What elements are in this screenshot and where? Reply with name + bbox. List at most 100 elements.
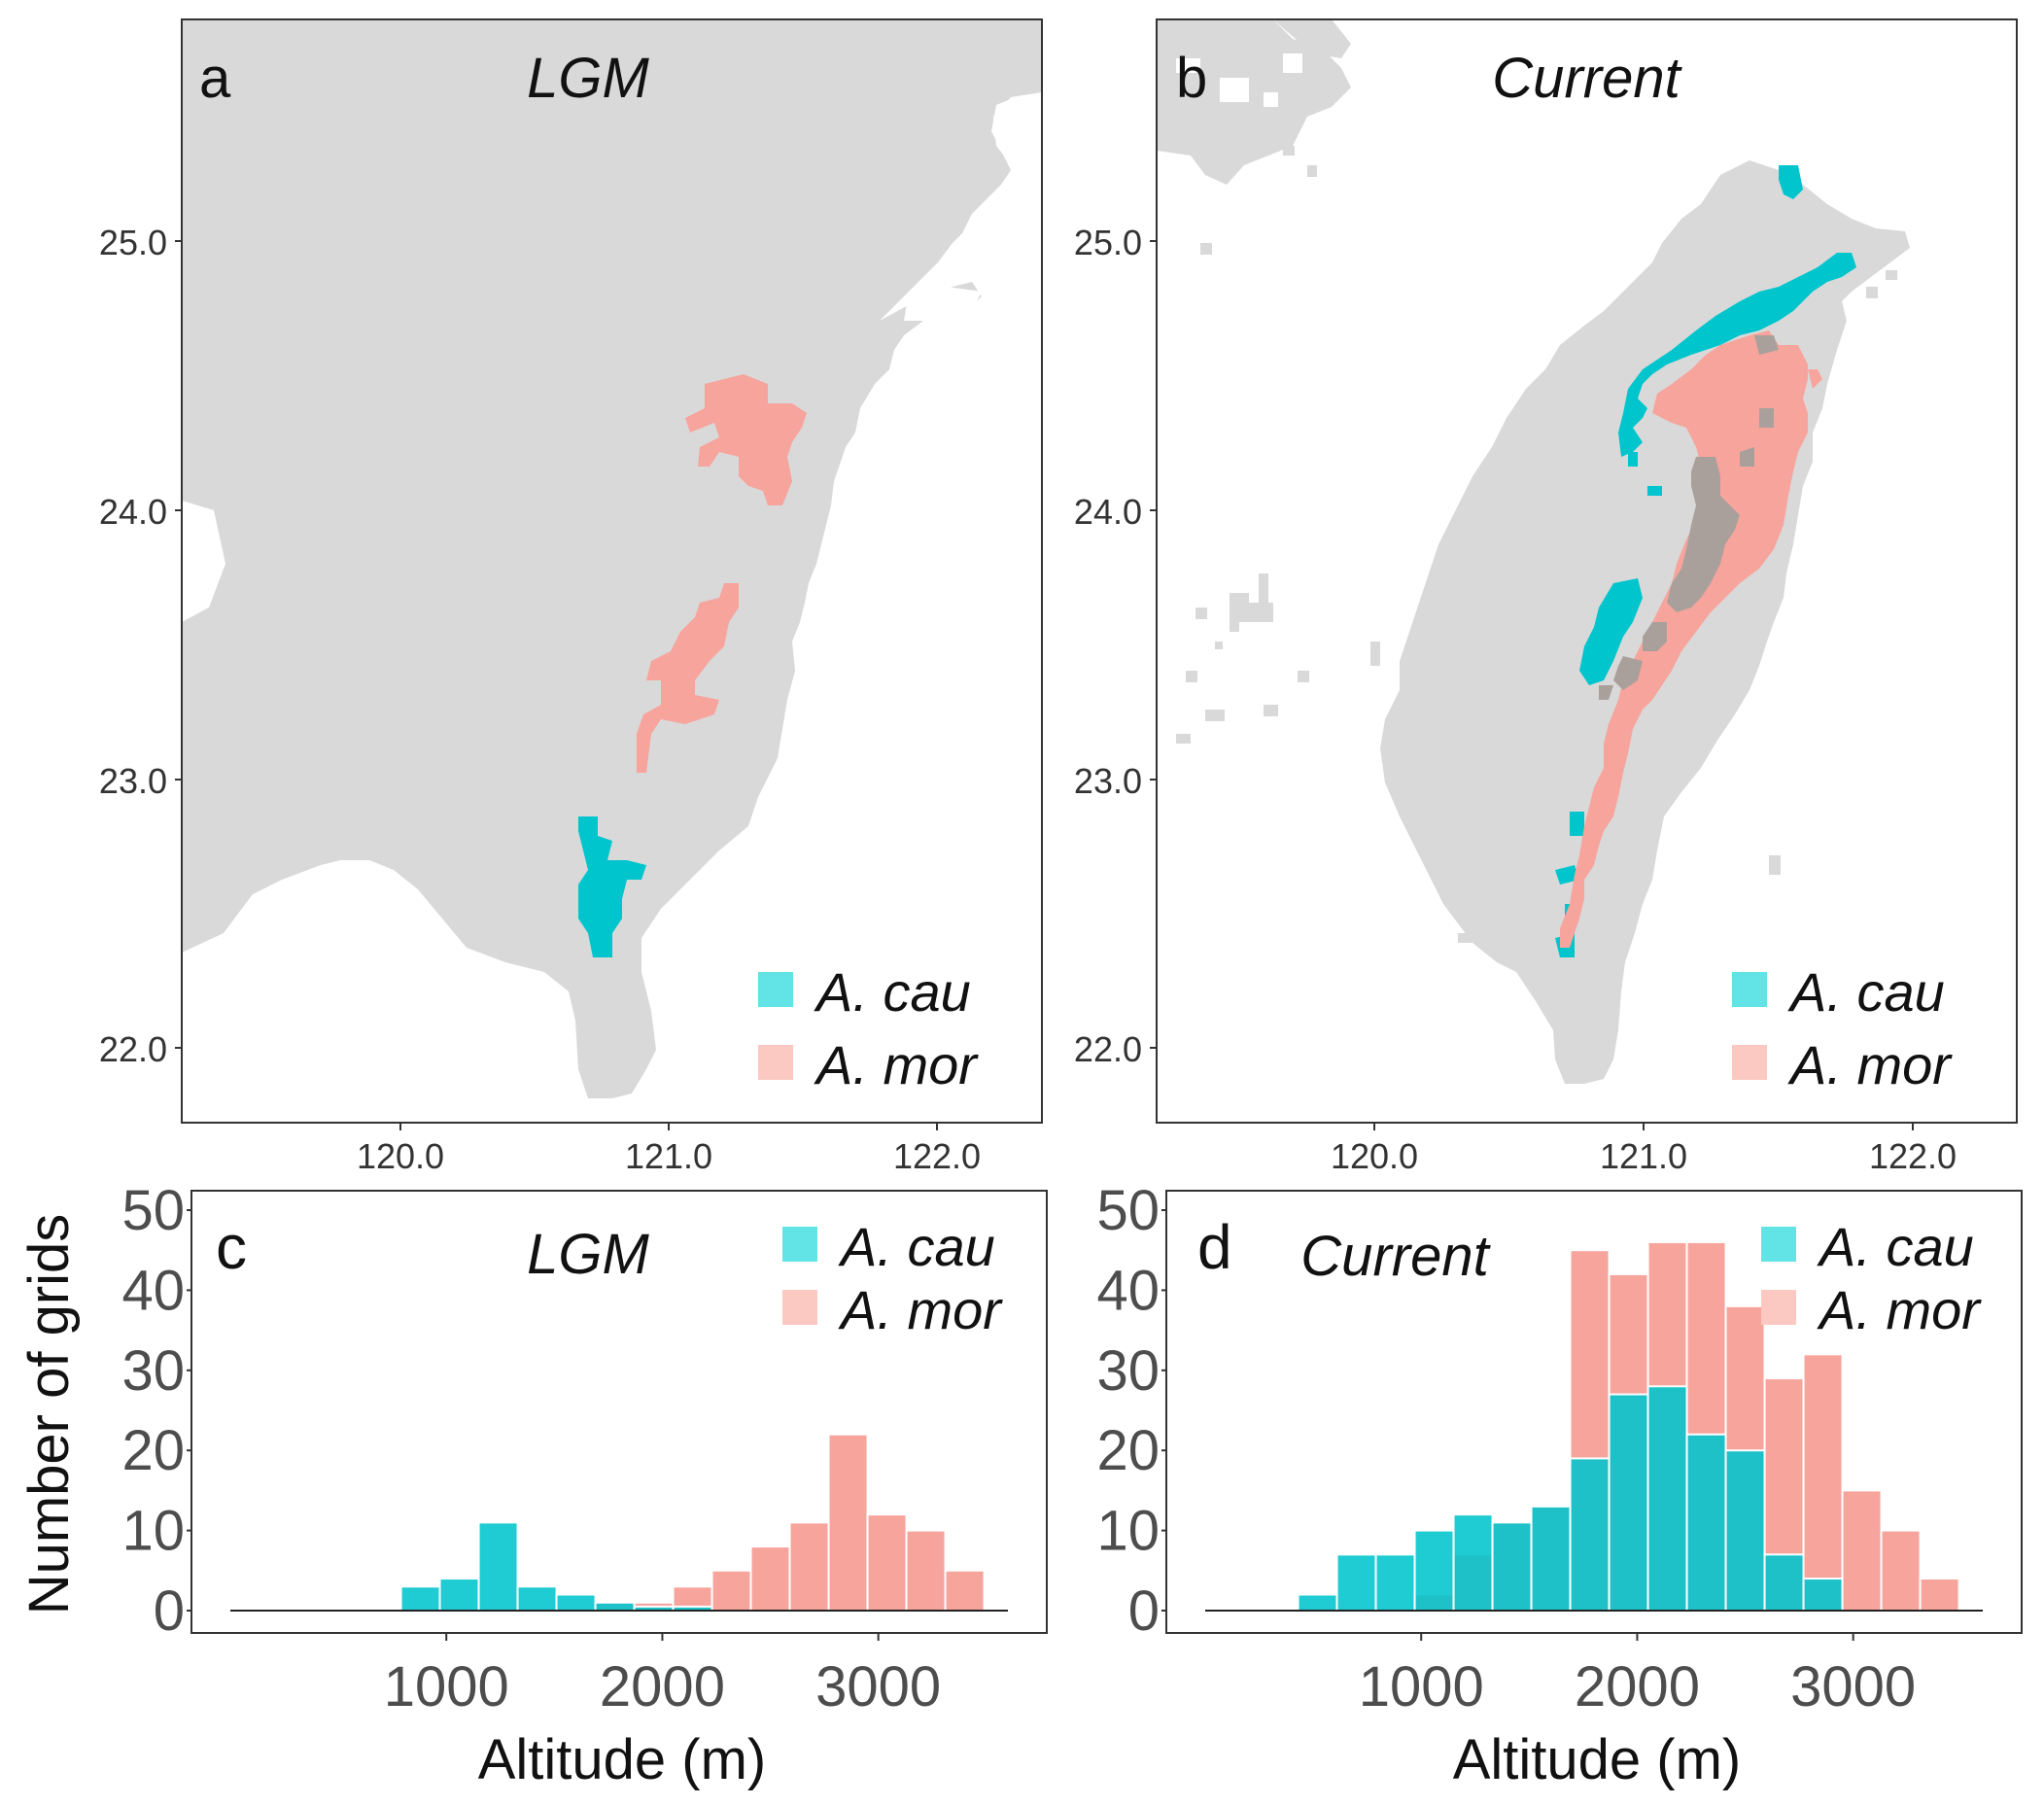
- panel-d-y-axis: 0 10 20 30 40 50: [1096, 1179, 1166, 1643]
- x-tick-label: 1000: [1359, 1655, 1484, 1718]
- lgm-land-gap-ne: [904, 287, 982, 321]
- legend-key-mor: [782, 1290, 817, 1325]
- panel-a-xtick-label: 121.0: [625, 1136, 712, 1176]
- histogram-bar-cau: [1569, 1457, 1611, 1612]
- legend-key-cau: [782, 1227, 817, 1262]
- x-tick-label: 1000: [384, 1655, 509, 1718]
- histogram-bar-mor: [710, 1569, 752, 1613]
- panel-a-label: a: [199, 47, 231, 110]
- legend-label-mor: A. mor: [1817, 1279, 1982, 1340]
- histogram-bar-mor: [1802, 1353, 1844, 1612]
- panel-b-title: Current: [1492, 47, 1682, 110]
- lgm-mor-area-north: [685, 374, 807, 505]
- panel-d-cau-bars: [1297, 1385, 1844, 1613]
- histogram-bar-mor: [827, 1433, 869, 1612]
- panel-b-label: b: [1176, 47, 1207, 110]
- panel-a-ytick-label: 22.0: [99, 1029, 167, 1069]
- panel-a-xtick-label: 122.0: [893, 1136, 981, 1176]
- current-mainland-fragment: [1273, 19, 1351, 58]
- panel-a-ytick-label: 25.0: [99, 223, 167, 262]
- histogram-bar-cau: [1491, 1521, 1533, 1612]
- legend-label-mor: A. mor: [838, 1279, 1003, 1340]
- current-mor-area: [1560, 330, 1822, 948]
- panel-b-y-axis: 25.0 24.0 23.0 22.0: [1074, 223, 1157, 1069]
- panel-b-current-map: b Current 25.0 24.0 23.0 22.0 120.0 121.…: [1074, 18, 2018, 1176]
- y-tick-label: 20: [1096, 1419, 1160, 1482]
- lgm-mor-area-south: [637, 583, 739, 773]
- histogram-bar-mor: [866, 1513, 908, 1612]
- panel-d-x-axis: 1000 2000 3000: [1359, 1633, 1916, 1718]
- panel-d-xlabel: Altitude (m): [1453, 1728, 1742, 1791]
- panel-b-frame: [1156, 18, 2018, 1124]
- panel-a-legend: A. cau A. mor: [758, 961, 979, 1095]
- histogram-bar-cau: [1608, 1393, 1649, 1613]
- histogram-bar-cau: [438, 1578, 480, 1613]
- y-tick-label: 50: [121, 1179, 185, 1242]
- lgm-landmass: [182, 19, 1042, 1098]
- y-tick-label: 0: [154, 1579, 185, 1643]
- current-small-islets: [1200, 146, 1897, 298]
- legend-key-cau: [1732, 972, 1767, 1007]
- histogram-bar-cau: [1297, 1593, 1338, 1613]
- panel-c-lgm-histogram: c LGM A. cau A. mor 0 10 20 30 40 50 1000 2000…: [17, 1179, 1048, 1791]
- lgm-cau-area: [578, 816, 646, 957]
- panel-a-ytick-label: 24.0: [99, 492, 167, 532]
- histogram-bar-mor: [944, 1569, 986, 1613]
- y-tick-label: 10: [121, 1500, 185, 1563]
- legend-key-mor: [1761, 1290, 1796, 1325]
- histogram-bar-cau: [555, 1593, 597, 1613]
- panel-b-ytick-label: 23.0: [1074, 761, 1142, 801]
- legend-label-mor: A. mor: [814, 1034, 979, 1095]
- y-tick-label: 0: [1128, 1579, 1160, 1643]
- histogram-bar-cau: [1802, 1578, 1844, 1613]
- panel-c-ylabel: Number of grids: [17, 1214, 81, 1615]
- legend-label-mor: A. mor: [1787, 1034, 1953, 1095]
- histogram-bar-mor: [1841, 1489, 1883, 1613]
- y-tick-label: 20: [121, 1419, 185, 1482]
- legend-label-cau: A. cau: [838, 1216, 995, 1277]
- histogram-bar-cau: [477, 1521, 519, 1612]
- panel-a-ytick-label: 23.0: [99, 761, 167, 801]
- panel-a-frame: [181, 18, 1043, 1124]
- panel-c-xlabel: Altitude (m): [478, 1728, 767, 1791]
- histogram-bar-mor: [905, 1529, 947, 1612]
- histogram-bar-cau: [1646, 1385, 1688, 1613]
- legend-key-cau: [1761, 1227, 1796, 1262]
- panel-c-title: LGM: [527, 1223, 649, 1286]
- histogram-bar-cau: [399, 1585, 441, 1613]
- histogram-bar-cau: [1530, 1505, 1572, 1613]
- panel-c-y-axis: 0 10 20 30 40 50: [121, 1179, 191, 1643]
- histogram-bar-cau: [1452, 1513, 1494, 1612]
- panel-d-legend: A. cau A. mor: [1761, 1216, 1982, 1340]
- histogram-bar-cau: [1413, 1529, 1455, 1612]
- panel-c-legend: A. cau A. mor: [782, 1216, 1003, 1340]
- legend-key-mor: [1732, 1045, 1767, 1080]
- y-tick-label: 40: [1096, 1259, 1160, 1322]
- panel-a-lgm-map: a LGM 25.0 24.0 23.0 22.0 120.0 121.0 12…: [99, 18, 1043, 1176]
- x-tick-label: 2000: [1575, 1655, 1700, 1718]
- histogram-bar-cau: [1763, 1553, 1805, 1612]
- panel-b-ytick-label: 25.0: [1074, 223, 1142, 262]
- panel-a-x-axis: 120.0 121.0 122.0: [357, 1123, 981, 1176]
- legend-label-cau: A. cau: [1817, 1216, 1974, 1277]
- histogram-bar-mor: [1880, 1529, 1922, 1612]
- histogram-bar-cau: [516, 1585, 558, 1613]
- lgm-land-gap-east: [993, 92, 1042, 170]
- panel-b-x-axis: 120.0 121.0 122.0: [1331, 1123, 1957, 1176]
- panel-d-title: Current: [1300, 1225, 1491, 1288]
- panel-b-xtick-label: 122.0: [1869, 1136, 1957, 1176]
- panel-a-y-axis: 25.0 24.0 23.0 22.0: [99, 223, 182, 1069]
- histogram-bar-mor: [749, 1545, 791, 1612]
- panel-c-mor-bars: [594, 1433, 986, 1613]
- legend-label-cau: A. cau: [814, 961, 971, 1023]
- histogram-bar-cau: [1374, 1553, 1416, 1612]
- panel-b-ytick-label: 24.0: [1074, 492, 1142, 532]
- y-tick-label: 10: [1096, 1500, 1160, 1563]
- histogram-bar-cau: [1685, 1433, 1727, 1612]
- legend-key-cau: [758, 972, 793, 1007]
- current-cau-area: [1555, 165, 1856, 957]
- panel-a-xtick-label: 120.0: [357, 1136, 444, 1176]
- panel-c-cau-bars: [399, 1521, 713, 1613]
- histogram-bar-cau: [1335, 1553, 1377, 1612]
